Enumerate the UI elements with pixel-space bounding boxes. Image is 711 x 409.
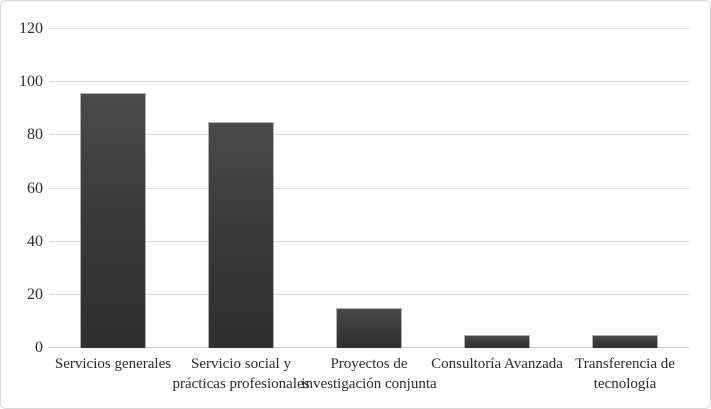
gridline xyxy=(49,81,689,83)
x-axis: Servicios generales Servicio social y prá… xyxy=(49,354,689,400)
gridline xyxy=(49,134,689,136)
gridline xyxy=(49,240,689,242)
y-tick-label: 100 xyxy=(19,73,43,91)
gridline xyxy=(49,293,689,295)
y-tick-label: 120 xyxy=(19,20,43,37)
gridline xyxy=(49,28,689,29)
x-category-label: Transferencia de tecnología xyxy=(575,356,675,392)
bar xyxy=(336,308,402,348)
y-axis: 0 20 40 60 80 100 120 xyxy=(1,20,43,356)
y-tick-label: 60 xyxy=(27,179,43,197)
x-category-label: Servicios generales xyxy=(54,356,172,372)
bar xyxy=(80,93,146,348)
x-category-label: Consultoría Avanzada xyxy=(431,356,563,372)
y-tick-label: 80 xyxy=(27,126,43,144)
y-tick-label: 0 xyxy=(35,339,43,356)
y-tick-label: 20 xyxy=(27,285,43,303)
plot-area xyxy=(49,28,689,348)
bar xyxy=(464,335,530,348)
x-category-label: Servicio social y prácticas profesionale… xyxy=(172,356,310,392)
bar xyxy=(208,122,274,348)
y-tick-label: 40 xyxy=(27,232,43,250)
x-category-label: Proyectos de investigación conjunta xyxy=(301,356,437,392)
gridline xyxy=(49,187,689,189)
bar xyxy=(592,335,658,348)
